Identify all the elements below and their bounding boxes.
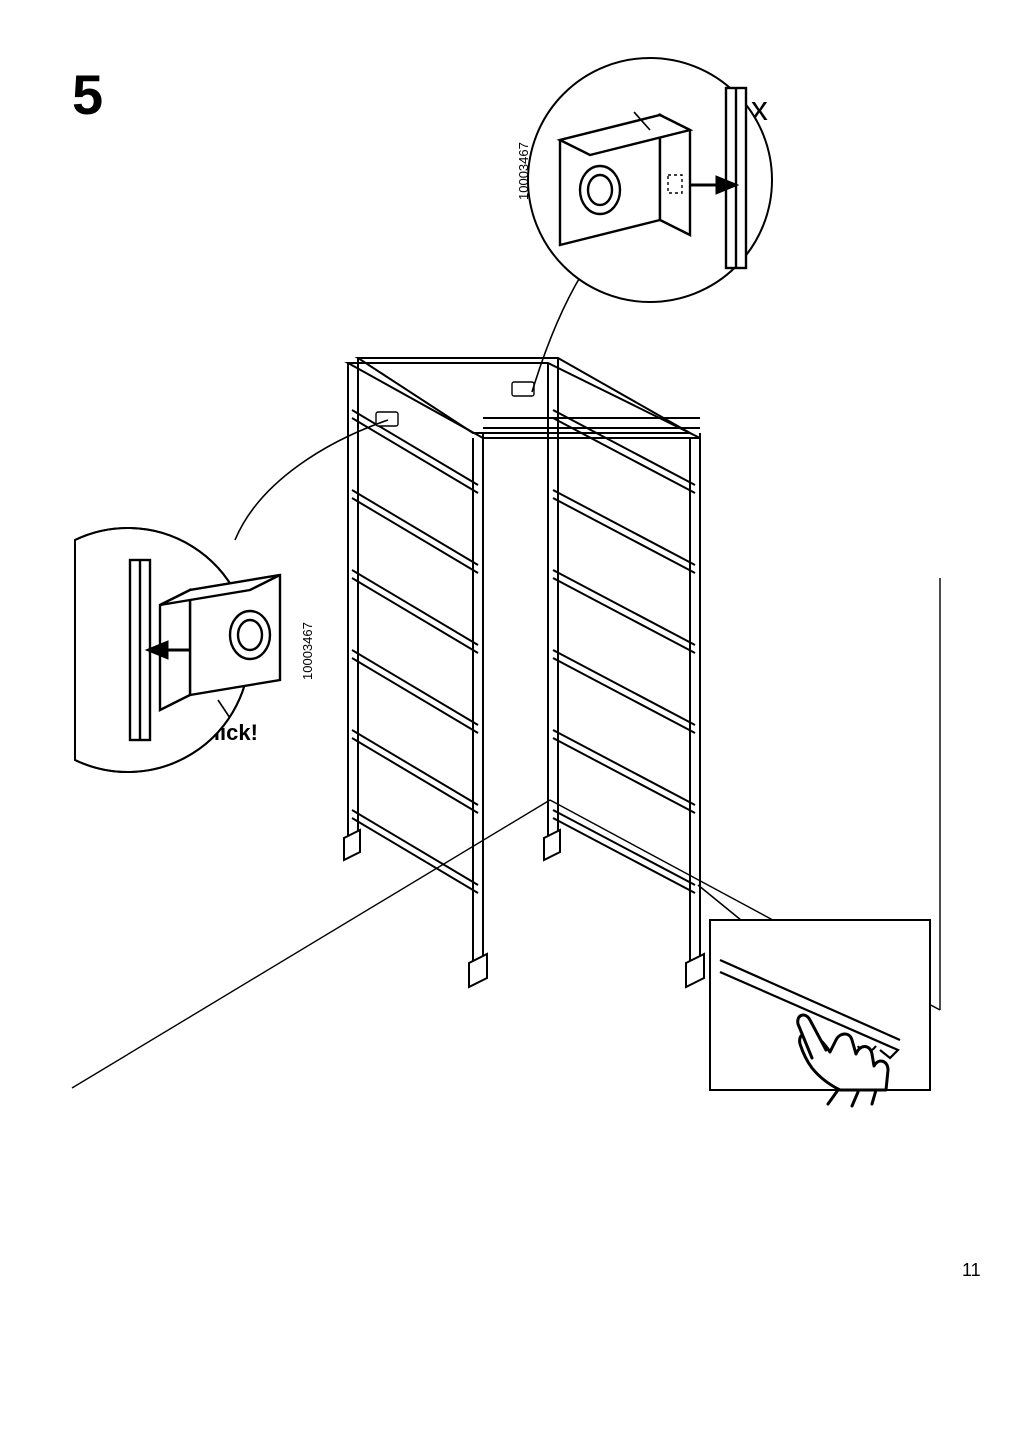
callout-top [528,58,772,392]
callout-left [75,420,388,772]
instruction-page: 5 11 Click! 1x 10003467 Click! 1x 100034… [0,0,1012,1432]
shelving-frame [344,358,704,987]
assembly-diagram [0,0,1012,1432]
callout-bottom-right [698,885,930,1106]
